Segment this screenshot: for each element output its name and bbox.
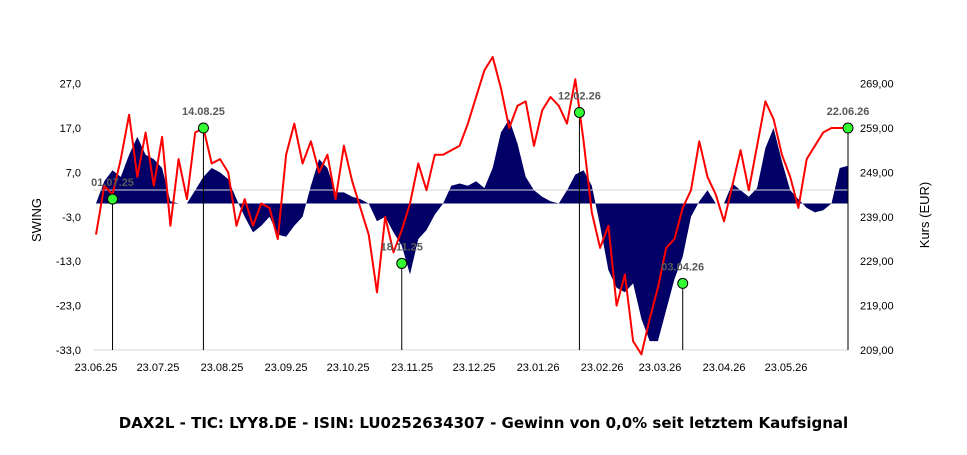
x-axis-ticks: 23.06.25 23.07.25 23.08.25 23.09.25 23.10.25…: [75, 362, 808, 374]
signal-label: 22.06.26: [827, 106, 870, 118]
signal-marker: [573, 106, 585, 118]
right-axis-tick-label: 239,00: [860, 212, 894, 224]
signal-marker: [396, 257, 408, 269]
left-axis-title: SWING: [29, 198, 44, 242]
x-axis-tick-label: 23.11.25: [391, 362, 433, 374]
signal-marker: [842, 122, 854, 134]
x-axis-tick-label: 23.10.25: [327, 362, 370, 374]
swing-area-layer: [96, 119, 848, 342]
x-axis-tick-label: 23.08.25: [201, 362, 244, 374]
kurs-line-layer: [95, 56, 848, 356]
x-axis-tick-label: 23.04.26: [703, 362, 746, 374]
right-axis-tick-label: 269,00: [860, 79, 894, 91]
signal-marker: [677, 277, 689, 289]
left-axis-tick-label: -13,0: [56, 256, 81, 268]
x-axis-tick-label: 23.02.26: [581, 362, 624, 374]
left-axis-tick-label: -23,0: [56, 301, 81, 313]
left-axis-tick-label: -33,0: [56, 345, 81, 357]
x-axis-tick-label: 23.07.25: [137, 362, 180, 374]
x-axis-tick-label: 23.01.26: [517, 362, 560, 374]
right-axis-ticks: 269,00 259,00 249,00 239,00 229,00 219,00 209,…: [860, 79, 894, 357]
left-axis-tick-label: 17,0: [60, 123, 81, 135]
signal-markers-layer: 01.07.25 14.08.25 18.11.25 12.02.26 03.04.26…: [91, 90, 870, 289]
swing-chart: 01.07.25 14.08.25 18.11.25 12.02.26 03.04.26…: [29, 56, 932, 374]
right-axis-title: Kurs (EUR): [917, 182, 932, 248]
axes-layer: [93, 189, 848, 351]
kurs-line: [95, 56, 848, 356]
signal-label: 03.04.26: [661, 261, 704, 273]
signal-label: 18.11.25: [381, 241, 423, 253]
chart-title: DAX2L - TIC: LYY8.DE - ISIN: LU025263430…: [118, 414, 849, 432]
signal-lines-layer: [112, 112, 849, 350]
signal-label: 14.08.25: [182, 106, 225, 118]
signal-label: 01.07.25: [91, 177, 134, 189]
swing-area: [96, 119, 848, 342]
right-axis-tick-label: 249,00: [860, 167, 894, 179]
right-axis-tick-label: 219,00: [860, 301, 894, 313]
signal-marker: [197, 122, 209, 134]
signal-label: 12.02.26: [558, 90, 601, 102]
x-axis-tick-label: 23.09.25: [265, 362, 308, 374]
left-axis-tick-label: 7,0: [66, 167, 81, 179]
right-axis-tick-label: 259,00: [860, 123, 894, 135]
x-axis-tick-label: 23.05.26: [765, 362, 808, 374]
x-axis-tick-label: 23.03.26: [639, 362, 682, 374]
right-axis-tick-label: 209,00: [860, 345, 894, 357]
x-axis-tick-label: 23.12.25: [453, 362, 496, 374]
left-axis-tick-label: 27,0: [60, 79, 81, 91]
right-axis-tick-label: 229,00: [860, 256, 894, 268]
left-axis-ticks: 27,0 17,0 7,0 -3,0 -13,0 -23,0 -33,0: [56, 79, 81, 357]
left-axis-tick-label: -3,0: [62, 212, 81, 224]
x-axis-tick-label: 23.06.25: [75, 362, 118, 374]
signal-marker: [107, 193, 119, 205]
